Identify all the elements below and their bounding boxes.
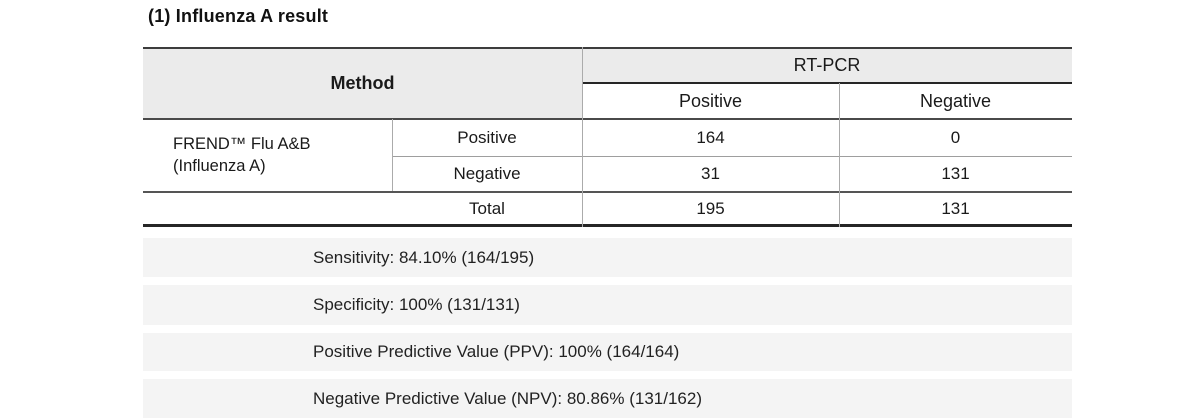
device-name-cell: FREND™ Flu A&B (Influenza A) [143, 119, 392, 191]
cell-total-positive: 195 [696, 199, 725, 218]
row-label-negative: Negative [453, 163, 521, 183]
table-bottom-border [143, 224, 1072, 227]
table-top-border [143, 47, 1072, 49]
cell-positive-negative: 0 [950, 127, 961, 147]
rtpcr-header-cell: RT-PCR [582, 47, 1072, 83]
column-divider-positive-negative [839, 83, 840, 227]
cell-total-negative: 131 [941, 199, 970, 218]
device-name-line1: FREND™ Flu A&B [173, 134, 311, 153]
specificity-stat-text: Specificity: 100% (131/131) [313, 295, 520, 314]
page-title: (1) Influenza A result [148, 6, 329, 26]
sensitivity-stat-text: Sensitivity: 84.10% (164/195) [313, 247, 535, 267]
npv-stat-bar: Negative Predictive Value (NPV): 80.86% … [143, 379, 1072, 418]
cell-positive-positive: 164 [696, 127, 725, 147]
device-name-line2: (Influenza A) [173, 157, 266, 175]
cell-negative-negative: 131 [941, 163, 970, 183]
body-row-divider [392, 156, 1072, 157]
method-header-cell: Method [143, 47, 582, 119]
sensitivity-stat-bar: Sensitivity: 84.10% (164/195) [143, 238, 1072, 277]
ppv-stat-text: Positive Predictive Value (PPV): 100% (1… [313, 342, 680, 361]
rtpcr-header-underline [582, 82, 1072, 84]
device-name-lines: FREND™ Flu A&B (Influenza A) [173, 133, 311, 178]
rtpcr-positive-column-header: Positive [678, 90, 743, 111]
column-divider-label [392, 119, 393, 191]
header-bottom-border [143, 118, 1072, 120]
total-row-top-border [143, 191, 1072, 193]
specificity-stat-bar: Specificity: 100% (131/131) [143, 285, 1072, 325]
cell-negative-positive: 31 [701, 163, 720, 183]
ppv-stat-bar: Positive Predictive Value (PPV): 100% (1… [143, 333, 1072, 371]
rtpcr-negative-column-header: Negative [919, 90, 992, 111]
row-label-positive: Positive [457, 127, 517, 147]
influenza-a-result-table: Method RT-PCR Positive Negative FREND™ F… [143, 47, 1072, 229]
column-divider-method-rtpcr [582, 47, 583, 227]
total-row-label: Total [469, 199, 505, 218]
npv-stat-text: Negative Predictive Value (NPV): 80.86% … [313, 388, 702, 408]
